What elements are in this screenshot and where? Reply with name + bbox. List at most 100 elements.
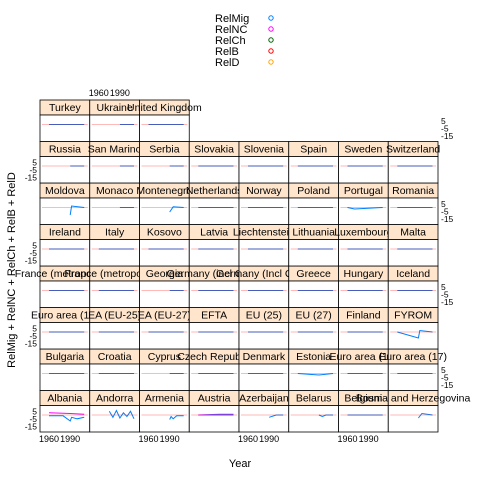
panel-slovakia-frame bbox=[188, 156, 240, 184]
panel-denmark-label: Denmark bbox=[243, 351, 286, 363]
panel-slovenia-label: Slovenia bbox=[244, 144, 284, 156]
y-tick-label-r5-1: -5 bbox=[441, 206, 449, 216]
panel-malta-label: Malta bbox=[400, 227, 426, 239]
panel-ukraine-label: Ukraine bbox=[97, 102, 133, 114]
panel-moldova-frame bbox=[39, 197, 91, 225]
panel-bosnia-and-herzegovina-frame bbox=[387, 405, 439, 433]
panel-sweden-frame bbox=[338, 156, 389, 184]
panel-spain-frame bbox=[288, 156, 339, 184]
panel-estonia-label: Estonia bbox=[296, 351, 331, 363]
panel-portugal-series-relmig bbox=[347, 207, 383, 210]
legend-marker-reld bbox=[268, 59, 274, 65]
y-tick-label-r3-1: -5 bbox=[441, 289, 449, 299]
panel-euro-area-17--frame bbox=[387, 363, 439, 391]
y-tick-label-r5-2: -15 bbox=[441, 214, 454, 224]
x-tick-label-top-a: 1960 bbox=[89, 88, 109, 98]
panel-norway-frame bbox=[238, 197, 290, 225]
y-tick-label-r4-2: -15 bbox=[25, 255, 38, 265]
panel-portugal-label: Portugal bbox=[344, 185, 383, 197]
panel-hungary-label: Hungary bbox=[344, 268, 384, 280]
panel-serbia-frame bbox=[139, 156, 190, 184]
y-tick-label-r0-2: -15 bbox=[25, 421, 38, 431]
panel-russia-label: Russia bbox=[49, 144, 81, 156]
x-tick-label-bottom-2-b: 1990 bbox=[160, 434, 180, 444]
x-tick-label-bottom-0-b: 1990 bbox=[60, 434, 80, 444]
panel-fyrom-label: FYROM bbox=[394, 310, 432, 322]
panel-efta-frame bbox=[188, 322, 240, 350]
y-tick-label-r6-2: -15 bbox=[25, 172, 38, 182]
panel-andorra-series-relmig bbox=[108, 409, 135, 420]
panel-estonia-series-relmig bbox=[297, 373, 334, 376]
panel-kosovo-label: Kosovo bbox=[147, 227, 182, 239]
panel-croatia-frame bbox=[89, 363, 140, 391]
panel-romania-frame bbox=[387, 197, 439, 225]
y-tick-label-r2-2: -15 bbox=[25, 338, 38, 348]
panel-bosnia-and-herzegovina-label: Bosnia and Herzegovina bbox=[356, 393, 471, 405]
panel-euro-area-16--frame bbox=[338, 363, 389, 391]
panel-iceland-frame bbox=[387, 280, 439, 308]
y-tick-label-r5-0: 5 bbox=[441, 199, 446, 209]
y-tick-label-r4-0: 5 bbox=[32, 240, 37, 250]
panel-netherlands-frame bbox=[188, 197, 240, 225]
panel-monaco-label: Monaco bbox=[96, 185, 134, 197]
panel-kosovo-frame bbox=[139, 239, 190, 267]
y-axis-label: RelMig + RelNC + RelCh + RelB + RelD bbox=[6, 172, 18, 368]
panel-latvia-frame bbox=[188, 239, 240, 267]
panel-georgia-frame bbox=[139, 280, 190, 308]
panel-austria-label: Austria bbox=[198, 393, 231, 405]
panel-germany-incl-gdr--label: Germany (incl GDR) bbox=[167, 268, 262, 280]
panel-fyrom-series-relmig bbox=[397, 329, 433, 339]
legend-label-relmig: RelMig bbox=[215, 13, 249, 25]
panel-lithuania-frame bbox=[288, 239, 339, 267]
panel-slovenia-frame bbox=[238, 156, 290, 184]
panel-ireland-frame bbox=[39, 239, 91, 267]
panel-andorra-label: Andorra bbox=[96, 393, 134, 405]
y-tick-label-r4-1: -5 bbox=[29, 248, 37, 258]
panel-czech-republic-frame bbox=[188, 363, 240, 391]
panel-liechtenstein-label: Liechtenstein bbox=[233, 227, 295, 239]
panel-turkey-label: Turkey bbox=[49, 102, 81, 114]
panel-russia-frame bbox=[39, 156, 91, 184]
panel-romania-label: Romania bbox=[392, 185, 434, 197]
panel-denmark-frame bbox=[238, 363, 290, 391]
legend-marker-relmig bbox=[268, 15, 274, 21]
legend-marker-relch bbox=[268, 37, 274, 43]
y-tick-label-r0-0: 5 bbox=[32, 406, 37, 416]
y-tick-label-r2-1: -5 bbox=[29, 331, 37, 341]
panel-italy-label: Italy bbox=[105, 227, 125, 239]
panel-bosnia-and-herzegovina-series-relmig bbox=[418, 412, 433, 419]
panel-armenia-frame bbox=[139, 405, 190, 433]
panel-cyprus-label: Cyprus bbox=[148, 351, 181, 363]
panel-san-marino-frame bbox=[89, 156, 140, 184]
panel-moldova-series-relmig bbox=[69, 205, 85, 216]
panel-united-kingdom-label: United Kingdom bbox=[127, 102, 202, 114]
panel-albania-series-relnc bbox=[48, 412, 85, 415]
panel-luxembourg-frame bbox=[338, 239, 389, 267]
x-axis-label: Year bbox=[229, 458, 252, 470]
y-tick-label-r1-2: -15 bbox=[441, 380, 454, 390]
panel-switzerland-frame bbox=[387, 156, 439, 184]
panel-montenegro-label: Montenegro bbox=[136, 185, 192, 197]
panel-belgium-frame bbox=[338, 405, 389, 433]
panel-hungary-frame bbox=[338, 280, 389, 308]
panel-eu-27--label: EU (27) bbox=[296, 310, 332, 322]
panel-austria-frame bbox=[188, 405, 240, 433]
panel-belarus-frame bbox=[288, 405, 339, 433]
panel-france-metropolitan--frame bbox=[39, 280, 91, 308]
x-tick-label-bottom-2-a: 1960 bbox=[139, 434, 159, 444]
panel-azerbaijan-frame bbox=[238, 405, 290, 433]
panel-greece-label: Greece bbox=[296, 268, 331, 280]
panel-czech-republic-label: Czech Republic bbox=[177, 351, 251, 363]
panel-ea-eu-25--label: EA (EU-25) bbox=[88, 310, 141, 322]
panel-efta-label: EFTA bbox=[201, 310, 227, 322]
panel-cyprus-frame bbox=[139, 363, 190, 391]
panel-eu-25--label: EU (25) bbox=[246, 310, 282, 322]
y-tick-label-r6-1: -5 bbox=[29, 165, 37, 175]
panel-albania-frame bbox=[39, 405, 91, 433]
panel-switzerland-label: Switzerland bbox=[386, 144, 440, 156]
legend-label-relnc: RelNC bbox=[215, 24, 247, 36]
panel-germany-incl-gdr--label: Germany (Incl GDR) bbox=[216, 268, 312, 280]
x-tick-label-bottom-6-b: 1990 bbox=[359, 434, 379, 444]
legend-label-relb: RelB bbox=[215, 46, 239, 58]
